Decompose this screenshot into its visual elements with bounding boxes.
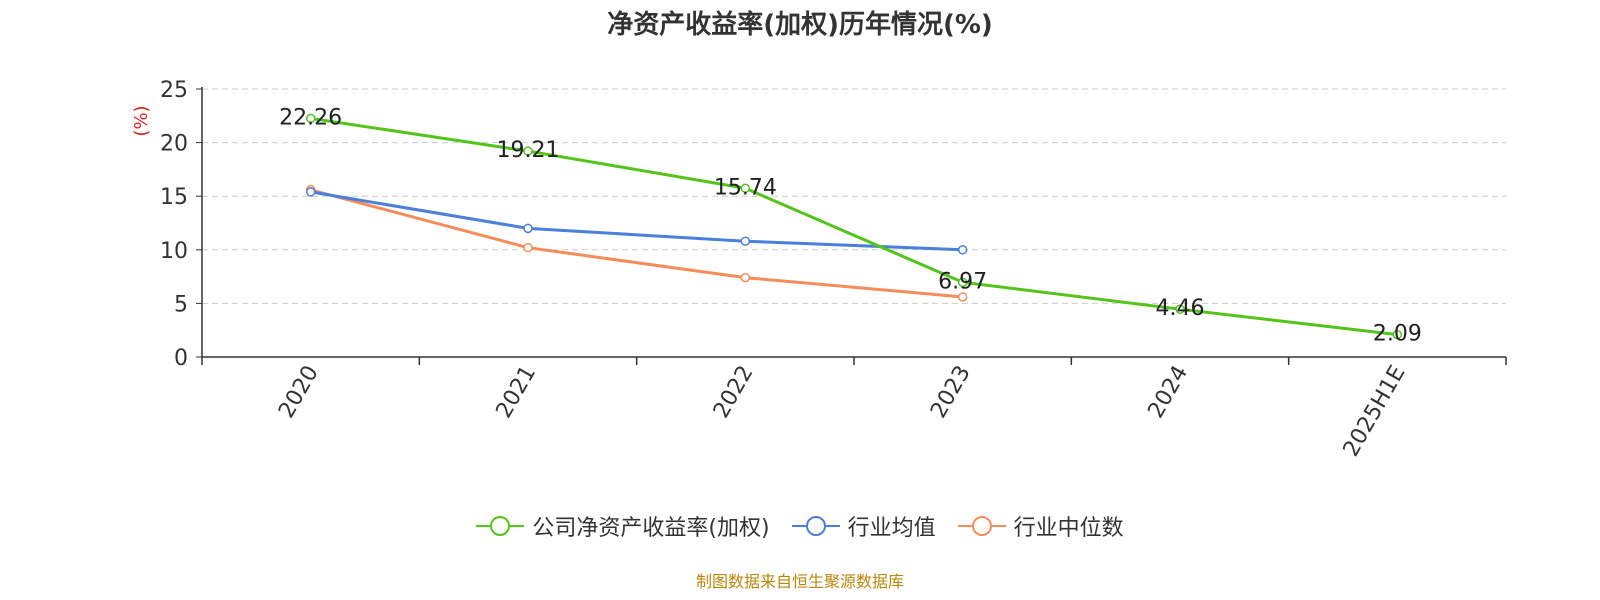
legend-item-industry-median[interactable]: 行业中位数: [957, 510, 1124, 542]
point-company-2024: [1175, 304, 1185, 314]
legend-label-industry-median: 行业中位数: [1013, 516, 1124, 541]
point-company-2020: [305, 113, 316, 124]
data-label-company-2025H1E: 2.09: [1373, 322, 1422, 347]
data-label-company-2024: 4.46: [1156, 296, 1205, 321]
legend-marker-industry-median: [957, 516, 1006, 536]
legend-label-industry-mean: 行业均值: [847, 516, 936, 541]
legend-item-company[interactable]: 公司净资产收益率(加权): [476, 510, 770, 542]
point-company-2023: [957, 277, 968, 288]
x-tick-label-2021: 2021: [492, 362, 542, 423]
legend-marker-industry-mean: [791, 516, 840, 536]
y-tick-label-20: 20: [160, 132, 188, 157]
data-label-company-2020: 22.26: [279, 105, 342, 130]
x-tick-label-2023: 2023: [926, 362, 976, 423]
point-company-2021: [523, 146, 533, 156]
point-industry-median-2022: [740, 272, 751, 283]
source-note: 制图数据来自恒生聚源数据库: [695, 572, 904, 591]
series-line-industry-mean: [310, 190, 963, 252]
y-tick-label-25: 25: [160, 78, 188, 103]
series-line-industry-median: [310, 188, 963, 299]
x-tick-label-2025H1E: 2025H1E: [1339, 362, 1411, 461]
chart-title: 净资产收益率(加权)历年情况(%): [607, 10, 993, 40]
x-tick-label-2020: 2020: [274, 362, 324, 423]
data-label-company-2021: 19.21: [497, 138, 560, 163]
point-industry-mean-2020: [305, 187, 316, 197]
point-company-2025H1E: [1392, 329, 1403, 340]
legend-label-company: 公司净资产收益率(加权): [532, 516, 770, 541]
point-industry-median-2021: [523, 242, 533, 253]
y-tick-label-5: 5: [174, 292, 188, 317]
y-axis-label: (%): [131, 105, 152, 136]
y-tick-label-15: 15: [160, 185, 188, 210]
point-industry-mean-2023: [957, 245, 968, 255]
x-tick-label-2024: 2024: [1144, 362, 1194, 423]
point-industry-mean-2021: [523, 223, 533, 234]
point-industry-median-2023: [957, 292, 968, 302]
y-tick-label-0: 0: [174, 346, 188, 371]
x-tick-label-2022: 2022: [709, 362, 759, 423]
data-label-company-2022: 15.74: [714, 175, 777, 200]
y-tick-label-10: 10: [160, 239, 188, 264]
legend: 公司净资产收益率(加权) 行业均值 行业中位数: [0, 510, 1600, 542]
legend-item-industry-mean[interactable]: 行业均值: [791, 510, 936, 542]
point-industry-mean-2022: [740, 236, 751, 246]
legend-marker-company: [476, 516, 525, 536]
point-company-2022: [740, 183, 751, 194]
series-line-company: [310, 116, 1398, 337]
data-label-company-2023: 6.97: [938, 269, 987, 294]
